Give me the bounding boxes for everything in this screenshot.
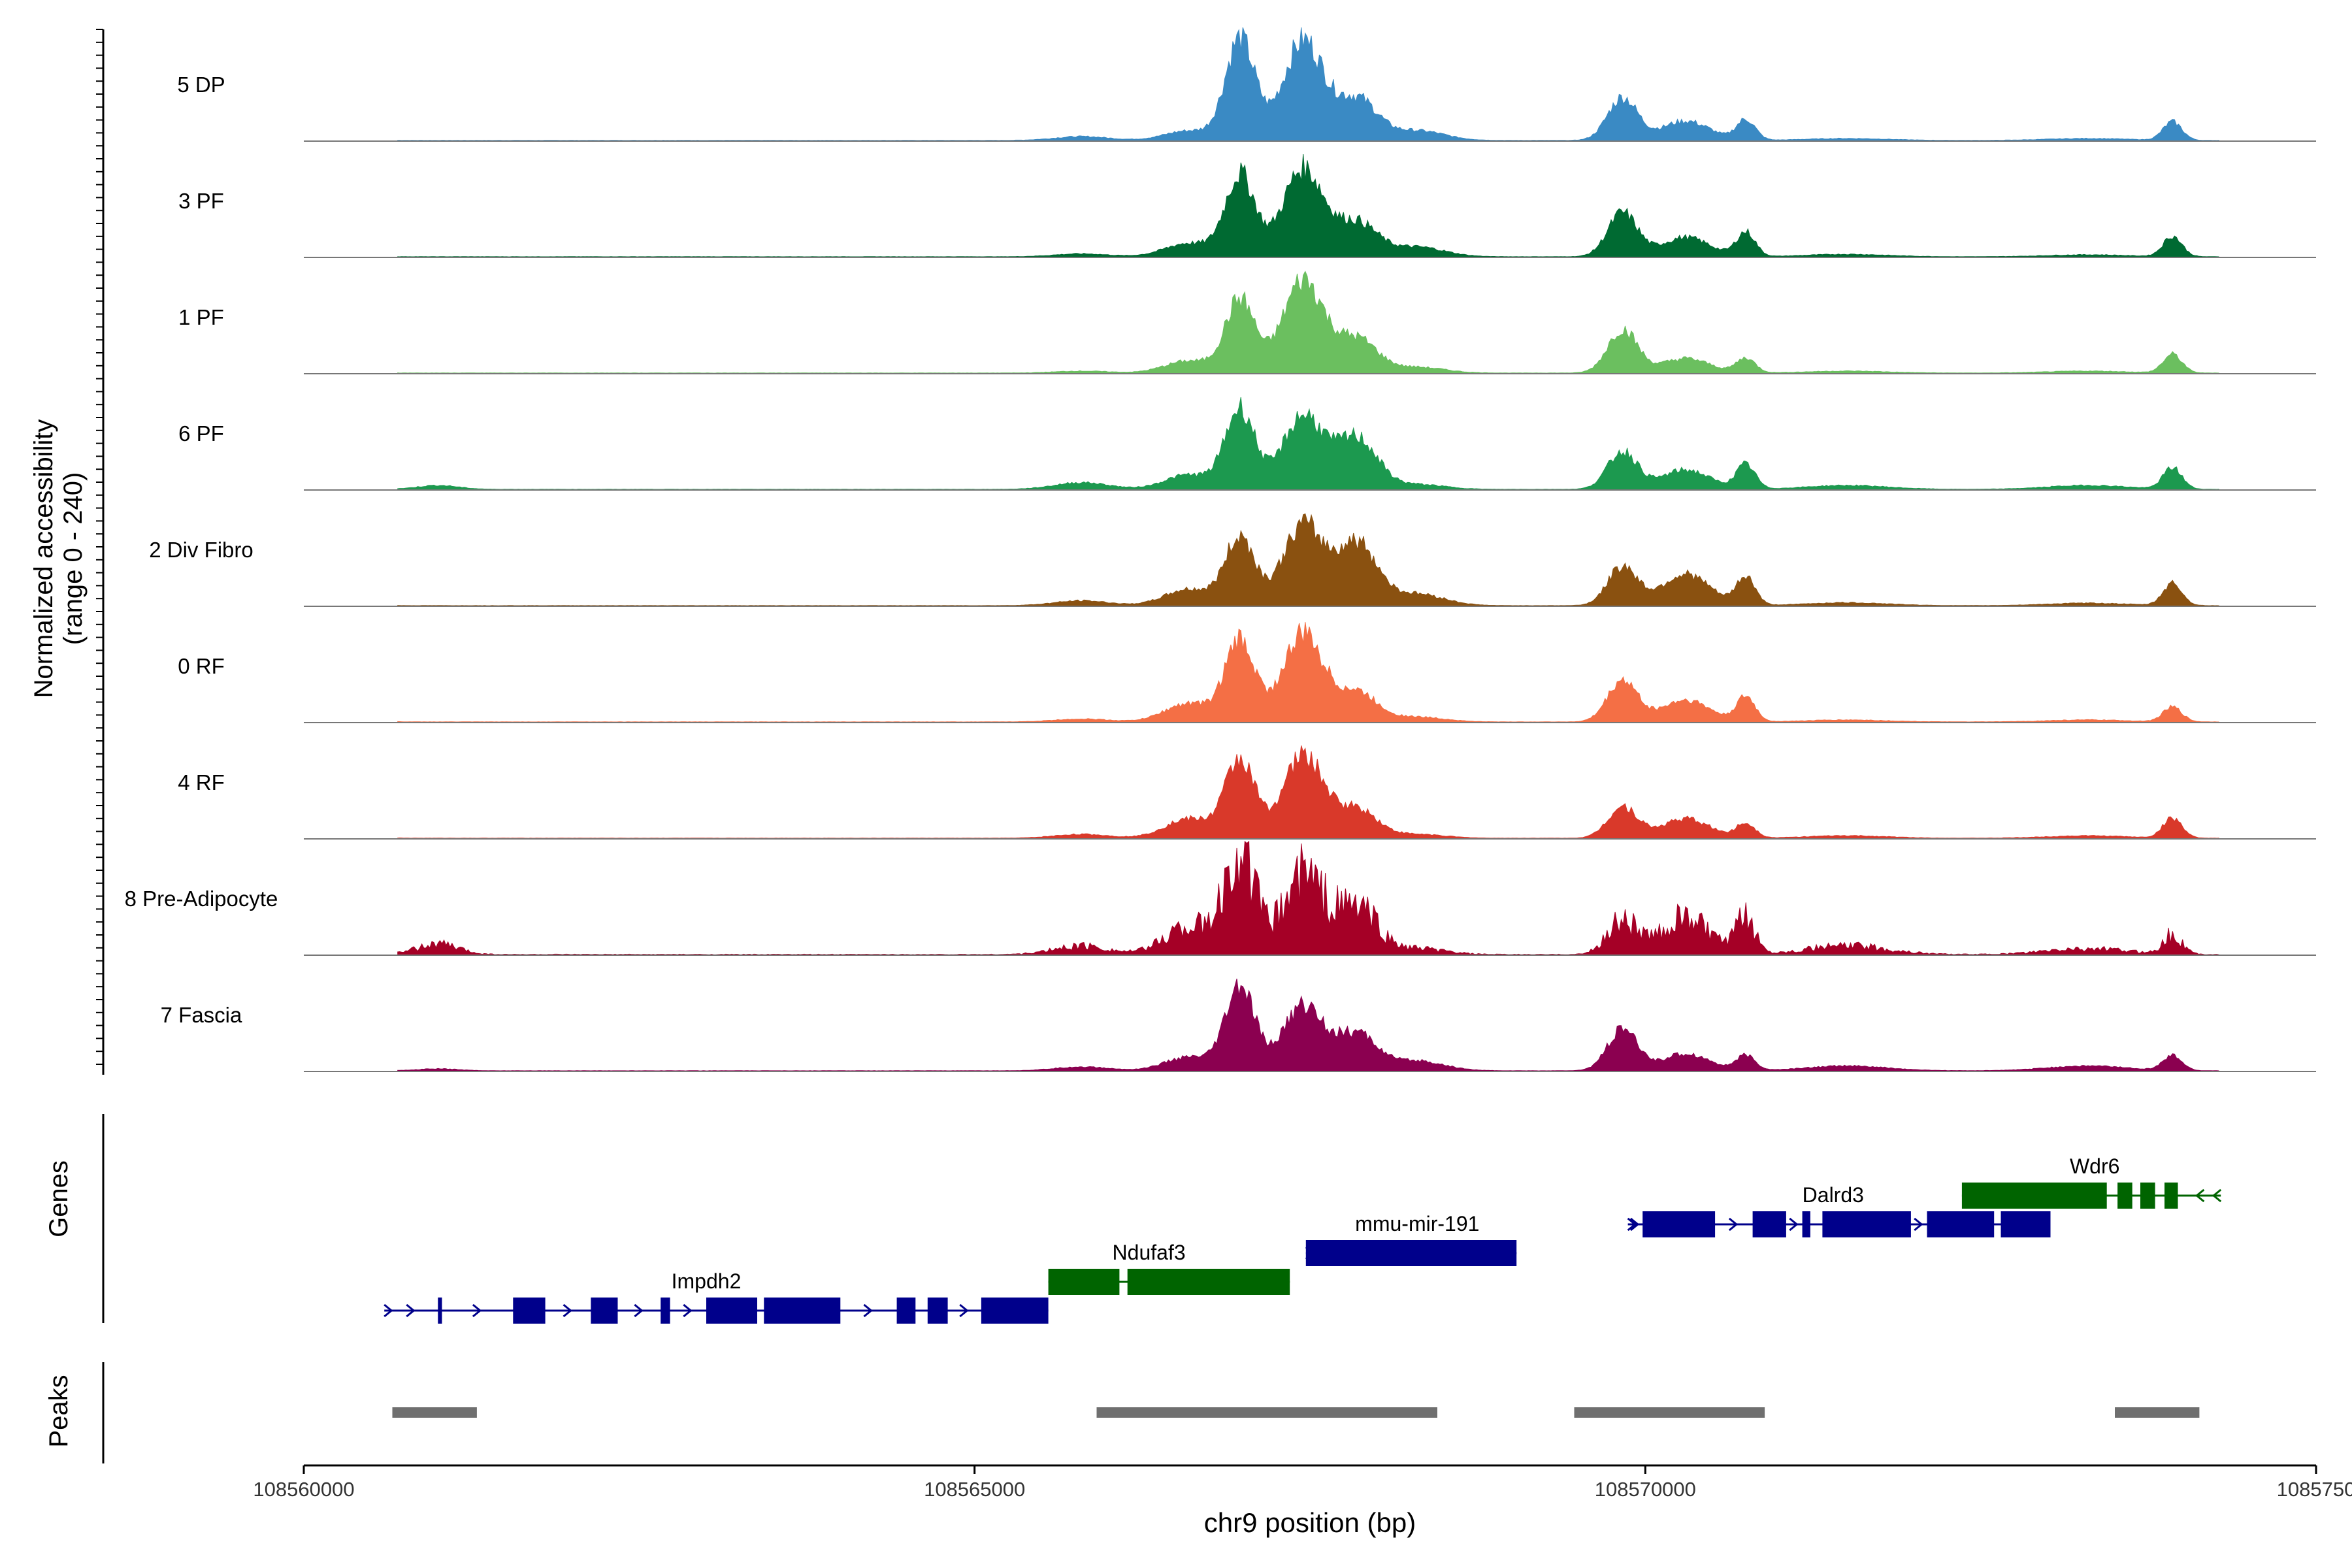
gene-exon: [1752, 1211, 1786, 1237]
gene-exon: [438, 1298, 442, 1324]
gene-exon: [1127, 1269, 1290, 1295]
track-5-dp: [304, 27, 2316, 142]
gene-exon: [513, 1298, 546, 1324]
x-axis-title: chr9 position (bp): [1204, 1507, 1416, 1538]
coverage-area: [397, 27, 2221, 142]
strand-arrow: [863, 1303, 873, 1318]
gene-exon: [764, 1298, 841, 1324]
peak-region: [1096, 1407, 1437, 1418]
peak-region: [1574, 1407, 1765, 1418]
track-7-fascia: [304, 978, 2316, 1072]
track-label: 3 PF: [178, 189, 224, 213]
strand-arrow: [959, 1303, 969, 1318]
gene-mmu-mir-191: mmu-mir-191: [1305, 1212, 1517, 1266]
track-label: 5 DP: [177, 73, 225, 97]
coverage-area: [397, 154, 2221, 258]
coverage-area: [397, 622, 2221, 723]
x-axis: 108560000 108565000 108570000 1085750: [253, 1464, 2352, 1501]
genes-panel-label: Genes: [44, 1160, 73, 1237]
gene-exon: [2140, 1183, 2155, 1209]
track-label: 6 PF: [178, 421, 224, 446]
track-labels: 5 DP 3 PF 1 PF 6 PF 2 Div Fibro 0 RF 4 RF 8 Pre…: [125, 73, 278, 1027]
gene-label: mmu-mir-191: [1355, 1212, 1479, 1235]
track-label: 7 Fascia: [161, 1003, 242, 1027]
track-8-pre-adipocyte: [304, 840, 2316, 956]
gene-exon: [2001, 1211, 2051, 1237]
track-1-pf: [304, 270, 2316, 374]
x-tick-label: 108565000: [924, 1478, 1025, 1501]
strand-arrow: [1914, 1217, 1923, 1232]
accessibility-y-axis: [96, 29, 105, 1075]
gene-exon: [896, 1298, 916, 1324]
track-label: 8 Pre-Adipocyte: [125, 887, 278, 911]
y-axis-label-line1: Normalized accessibility: [29, 419, 58, 698]
gene-exon: [661, 1298, 670, 1324]
gene-exon: [1048, 1269, 1120, 1295]
strand-arrow: [634, 1303, 644, 1318]
peak-region: [392, 1407, 477, 1418]
gene-exon: [1642, 1211, 1716, 1237]
peak-region: [2115, 1407, 2200, 1418]
gene-label: Impdh2: [672, 1269, 742, 1293]
peaks-panel: [102, 1362, 2200, 1463]
track-4-rf: [304, 745, 2316, 840]
x-tick-label: 108570000: [1595, 1478, 1696, 1501]
coverage-area: [397, 270, 2221, 374]
gene-ndufaf3: Ndufaf3: [1048, 1241, 1290, 1295]
coverage-tracks: [304, 27, 2316, 1072]
track-label: 1 PF: [178, 305, 224, 329]
coverage-area: [397, 978, 2221, 1072]
strand-arrow: [563, 1303, 572, 1318]
track-label: 4 RF: [178, 770, 225, 794]
strand-arrow: [1789, 1217, 1799, 1232]
strand-arrow: [384, 1303, 393, 1318]
gene-exon: [706, 1298, 757, 1324]
x-tick-label: 1085750: [2277, 1478, 2352, 1501]
coverage-area: [397, 840, 2221, 956]
coverage-area: [397, 397, 2221, 491]
gene-label: Wdr6: [2070, 1154, 2119, 1178]
strand-arrow: [1728, 1217, 1739, 1232]
track-0-rf: [304, 622, 2316, 723]
strand-arrow: [1627, 1217, 1637, 1232]
strand-arrow: [2195, 1188, 2205, 1203]
gene-wdr6: Wdr6: [1961, 1154, 2222, 1209]
strand-arrow: [406, 1303, 416, 1318]
strand-arrow: [683, 1303, 693, 1318]
gene-exon: [1927, 1211, 1995, 1237]
gene-exon: [1305, 1240, 1517, 1266]
track-2-div-fibro: [304, 513, 2316, 607]
coverage-area: [397, 745, 2221, 840]
genes-panel: Impdh2 Ndufaf3 mmu-mir-191 Dalrd3 Wdr6: [102, 1114, 2222, 1324]
gene-exon: [1822, 1211, 1911, 1237]
coverage-area: [397, 513, 2221, 607]
track-label: 0 RF: [178, 654, 225, 678]
strand-arrow: [2212, 1188, 2222, 1203]
strand-arrow: [472, 1303, 482, 1318]
peaks-panel-label: Peaks: [44, 1375, 73, 1447]
gene-exon: [1802, 1211, 1810, 1237]
gene-exon: [927, 1298, 948, 1324]
strand-arrow: [1629, 1217, 1640, 1232]
y-axis-label-line2: (range 0 - 240): [59, 472, 88, 645]
track-6-pf: [304, 397, 2316, 491]
gene-impdh2: Impdh2: [384, 1269, 1049, 1324]
gene-exon: [1961, 1183, 2107, 1209]
gene-label: Ndufaf3: [1113, 1241, 1186, 1264]
gene-dalrd3: Dalrd3: [1627, 1183, 2051, 1237]
gene-label: Dalrd3: [1803, 1183, 1864, 1207]
gene-exon: [591, 1298, 618, 1324]
track-3-pf: [304, 154, 2316, 258]
x-tick-label: 108560000: [253, 1478, 354, 1501]
gene-exon: [2164, 1183, 2178, 1209]
gene-exon: [2117, 1183, 2132, 1209]
gene-exon: [981, 1298, 1049, 1324]
track-label: 2 Div Fibro: [149, 538, 253, 562]
